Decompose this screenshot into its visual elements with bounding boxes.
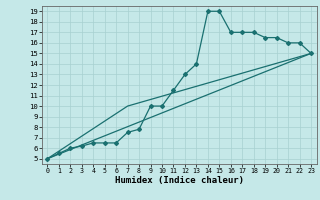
X-axis label: Humidex (Indice chaleur): Humidex (Indice chaleur) xyxy=(115,176,244,185)
